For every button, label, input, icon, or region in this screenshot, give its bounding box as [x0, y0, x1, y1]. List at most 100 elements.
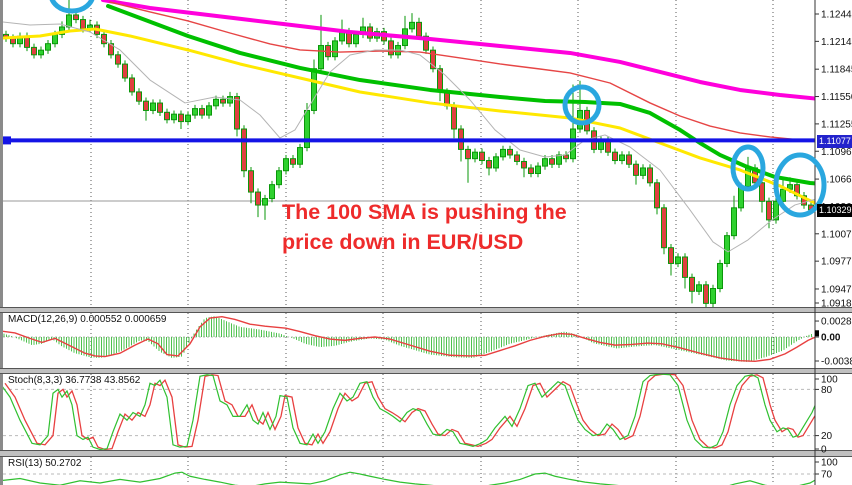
candle — [689, 276, 695, 292]
rsi-line — [3, 471, 815, 485]
axis-label: 1.11255 — [821, 119, 852, 130]
candle — [122, 63, 128, 79]
candle — [745, 167, 751, 187]
stochastic-signal-line — [4, 374, 815, 450]
candle — [430, 49, 436, 70]
candle — [416, 21, 422, 37]
macd-current-value-marker — [815, 330, 819, 337]
candle — [451, 105, 457, 130]
candle — [528, 167, 534, 175]
candle — [290, 158, 296, 165]
candle — [192, 108, 198, 116]
candle — [157, 102, 163, 113]
candle — [178, 113, 184, 123]
candle — [80, 19, 86, 30]
candle — [472, 151, 478, 160]
candle — [668, 247, 674, 264]
panel-separator[interactable] — [0, 368, 852, 374]
candle — [570, 128, 576, 160]
candle — [150, 102, 156, 111]
axis-label: 1.09775 — [821, 257, 852, 268]
ma-red-line — [109, 1, 815, 143]
candle — [563, 154, 569, 160]
panel-separator[interactable] — [0, 450, 852, 457]
candle — [143, 100, 149, 111]
candle — [388, 40, 394, 56]
candle — [108, 43, 114, 56]
candle — [479, 151, 485, 162]
axis-label: 1.12145 — [821, 37, 852, 48]
macd-signal-line — [3, 316, 815, 363]
candle — [185, 114, 191, 123]
stochastic-main-line — [3, 374, 815, 450]
stochastic-indicator-label: Stoch(8,3,3) 36.7738 43.8562 — [8, 375, 141, 386]
candle — [773, 200, 779, 221]
candle — [276, 170, 282, 186]
candle — [661, 207, 667, 249]
current-price-label: 1.10329 — [817, 204, 852, 217]
axis-label: -0.003845 — [821, 356, 852, 367]
candle — [409, 21, 415, 30]
candle — [465, 148, 471, 160]
candle — [514, 154, 520, 162]
axis-label: 0 — [821, 445, 827, 456]
candle — [717, 262, 723, 290]
candle — [521, 160, 527, 169]
axis-label: 100 — [821, 375, 838, 386]
axis-label: 1.09475 — [821, 284, 852, 295]
candle — [332, 40, 338, 58]
candle — [703, 284, 709, 304]
candle — [73, 14, 79, 21]
candle — [262, 198, 268, 206]
blue-horizontal-line[interactable] — [3, 136, 815, 145]
horizontal-line-price-label: 1.11077 — [817, 135, 852, 148]
panel-separator[interactable] — [0, 307, 852, 313]
axis-label: 1.11550 — [821, 92, 852, 103]
axis-label: 20 — [821, 431, 833, 442]
axis-label: 0.002805 — [821, 317, 852, 328]
candle — [45, 43, 51, 51]
candle — [255, 191, 261, 206]
annotation-line-2: price down in EUR/USD — [282, 230, 524, 254]
price-axis-labels[interactable]: 1.12440 1.12145 1.11845 1.11550 1.11255 1.109… — [815, 10, 852, 481]
candle — [171, 113, 177, 121]
candle — [640, 167, 646, 176]
candle — [493, 156, 499, 169]
candle — [542, 158, 548, 167]
stochastic-panel[interactable] — [0, 374, 852, 450]
candle — [675, 256, 681, 264]
candle — [486, 160, 492, 169]
macd-panel[interactable] — [0, 316, 852, 363]
highlight-circle — [773, 152, 827, 218]
candle — [612, 151, 618, 162]
highlight-circles — [49, 0, 827, 218]
candle — [66, 14, 72, 28]
candle — [647, 167, 653, 184]
candle — [353, 33, 359, 45]
highlight-circle — [49, 0, 95, 14]
ma-yellow-line — [3, 27, 815, 205]
highlight-circle — [730, 144, 766, 192]
axis-label: 0.00 — [821, 333, 841, 344]
candle — [507, 148, 513, 156]
rsi-panel[interactable] — [0, 471, 852, 485]
candle — [500, 148, 506, 158]
candle — [682, 256, 688, 278]
axis-label: 100 — [821, 458, 838, 469]
candle — [129, 77, 135, 93]
sma-100-line — [106, 4, 815, 186]
candle — [710, 288, 716, 304]
chart-annotation: The 100 SMA is pushing the price down in… — [282, 197, 567, 257]
axis-label: 1.10660 — [821, 175, 852, 186]
candle — [311, 68, 317, 111]
axis-label: 1.10960 — [821, 147, 852, 158]
candle — [619, 154, 625, 162]
axis-label: 70 — [821, 470, 833, 481]
candle — [269, 184, 275, 200]
line-anchor-handle[interactable] — [3, 136, 11, 145]
candle — [780, 188, 786, 202]
candle — [318, 45, 324, 70]
